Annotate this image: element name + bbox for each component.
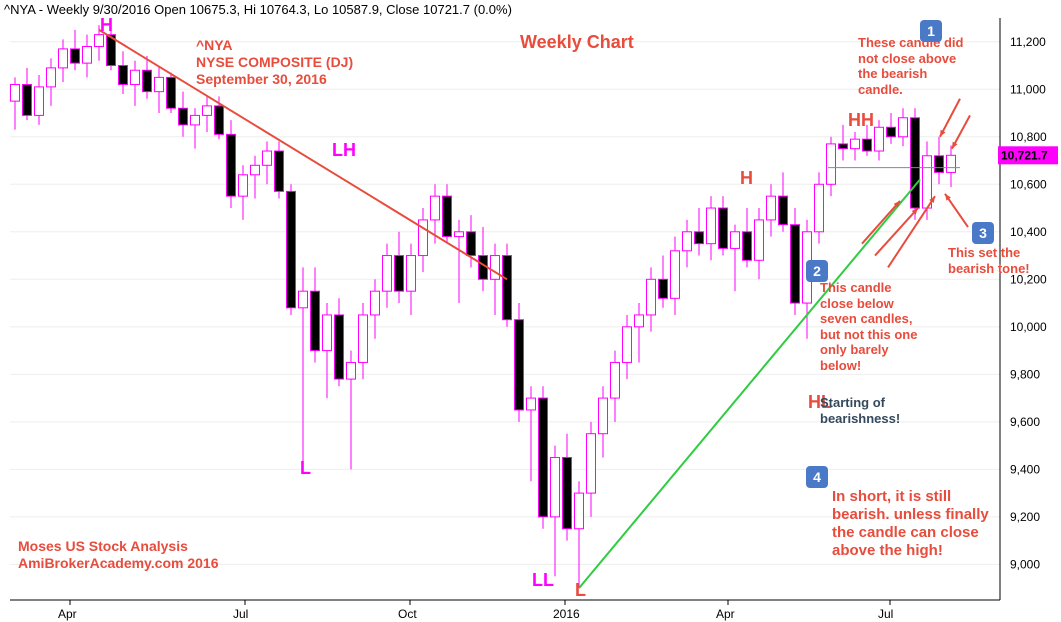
svg-text:Oct: Oct xyxy=(398,607,417,621)
note1: These candle didnot close abovethe beari… xyxy=(858,35,963,97)
svg-text:10,400: 10,400 xyxy=(1010,225,1047,239)
label-H2: H xyxy=(740,168,753,190)
note2b: Starting ofbearishness! xyxy=(820,395,900,426)
note4: In short, it is stillbearish. unless fin… xyxy=(832,488,989,560)
svg-text:10,600: 10,600 xyxy=(1010,177,1047,191)
badge-4: 4 xyxy=(806,466,828,488)
svg-text:11,200: 11,200 xyxy=(1010,35,1046,49)
svg-text:9,600: 9,600 xyxy=(1010,415,1040,429)
svg-text:Jul: Jul xyxy=(233,607,248,621)
label-H1: H xyxy=(100,15,113,37)
note3: This set thebearish tone! xyxy=(948,245,1030,276)
label-L2: L xyxy=(575,580,586,602)
svg-text:2016: 2016 xyxy=(553,607,580,621)
svg-text:Apr: Apr xyxy=(716,607,735,621)
svg-text:9,200: 9,200 xyxy=(1010,510,1040,524)
badge-1: 1 xyxy=(920,20,942,42)
svg-text:9,000: 9,000 xyxy=(1010,557,1040,571)
svg-text:10,721.7: 10,721.7 xyxy=(1001,148,1048,162)
label-LH: LH xyxy=(332,140,356,162)
svg-text:9,800: 9,800 xyxy=(1010,367,1040,381)
label-LL: LL xyxy=(532,570,554,592)
label-HH: HH xyxy=(848,110,874,132)
note2: This candleclose belowseven candles,but … xyxy=(820,280,917,374)
ticker-block: ^NYANYSE COMPOSITE (DJ)September 30, 201… xyxy=(196,37,353,87)
svg-text:9,400: 9,400 xyxy=(1010,462,1040,476)
svg-text:Jul: Jul xyxy=(878,607,893,621)
chart-root: { "header_line": "^NYA - Weekly 9/30/201… xyxy=(0,0,1061,622)
svg-text:11,000: 11,000 xyxy=(1010,82,1046,96)
badge-3: 3 xyxy=(972,222,994,244)
chart-title: Weekly Chart xyxy=(520,32,634,54)
svg-text:10,800: 10,800 xyxy=(1010,130,1047,144)
svg-text:10,000: 10,000 xyxy=(1010,320,1047,334)
credit: Moses US Stock AnalysisAmiBrokerAcademy.… xyxy=(18,538,219,572)
svg-text:Apr: Apr xyxy=(58,607,77,621)
label-L1: L xyxy=(300,458,311,480)
badge-2: 2 xyxy=(806,260,828,282)
